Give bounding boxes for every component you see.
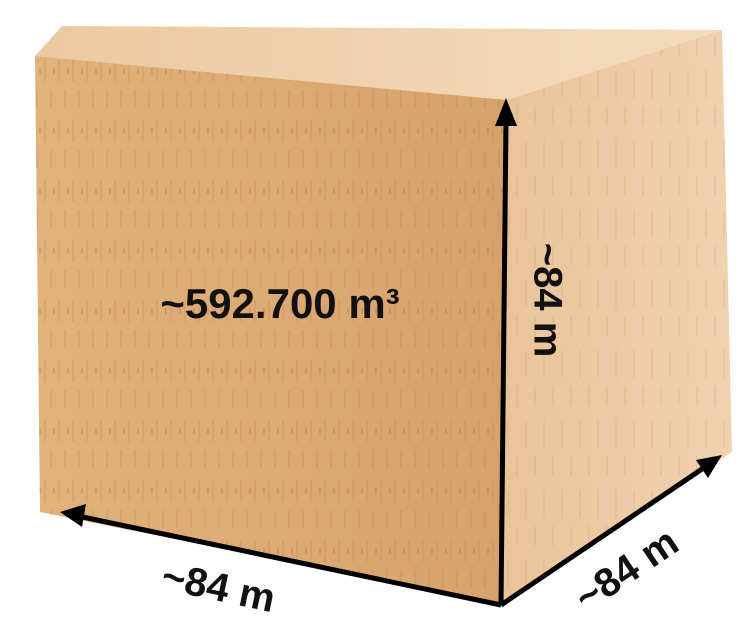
arrows xyxy=(77,119,707,608)
cube-front-grain xyxy=(35,56,507,605)
arrowheads xyxy=(60,98,722,527)
width-label: ~84 m xyxy=(158,554,279,619)
cube-right-grain xyxy=(502,30,732,605)
width-arrow xyxy=(77,513,502,608)
arrowhead xyxy=(495,98,517,126)
volume-label: ~592.700 m³ xyxy=(160,280,399,327)
arrowhead xyxy=(60,504,86,527)
height-arrow xyxy=(498,119,509,606)
height-label: ~84 m xyxy=(525,243,569,358)
arrowhead xyxy=(696,455,722,478)
depth-arrow xyxy=(499,464,707,608)
cube-top xyxy=(35,26,722,100)
